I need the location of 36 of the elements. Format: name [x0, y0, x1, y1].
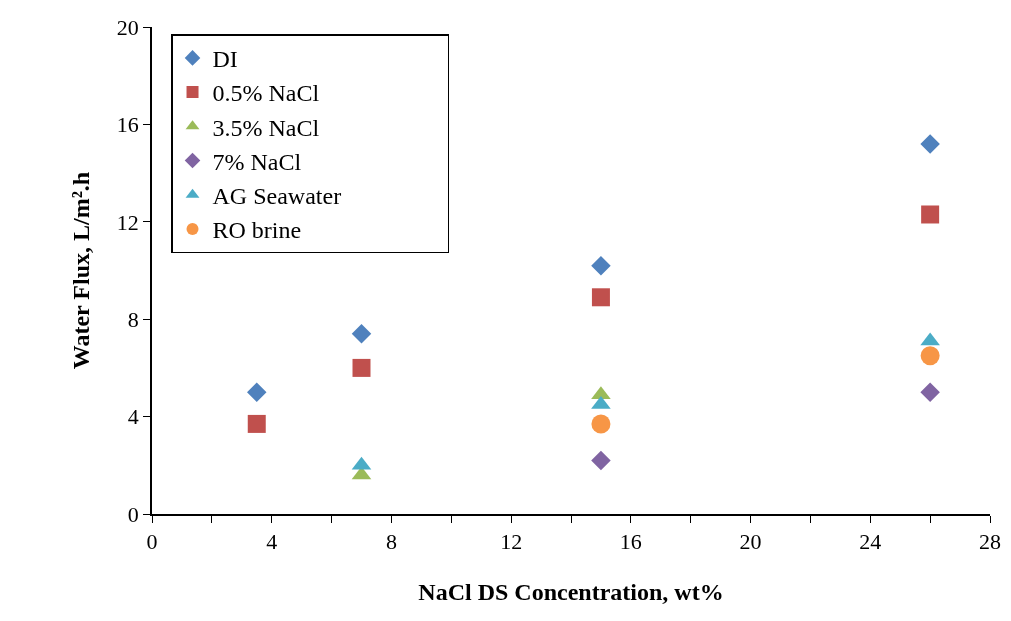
point: [591, 450, 611, 471]
x-tick-label: 0: [146, 529, 158, 555]
point: [591, 288, 610, 307]
point: [920, 346, 940, 366]
point: [591, 395, 611, 409]
point: [591, 414, 611, 434]
y-tick-label: 8: [127, 306, 139, 332]
legend-label: 0.5% NaCl: [212, 80, 320, 107]
y-tick-label: 4: [127, 404, 139, 430]
x-tick-label: 12: [500, 529, 523, 555]
x-tick-label: 24: [859, 529, 882, 555]
y-axis-title: Water Flux, L/m².h: [68, 171, 95, 370]
point: [920, 382, 940, 402]
x-tick-label: 16: [619, 529, 642, 555]
x-tick-label: 28: [979, 529, 1001, 555]
legend-label: DI: [212, 46, 238, 73]
legend-label: 7% NaCl: [212, 148, 302, 175]
y-tick-label: 16: [116, 112, 139, 138]
legend-label: 3.5% NaCl: [212, 114, 320, 141]
point: [920, 332, 940, 346]
point: [352, 358, 371, 377]
y-tick-label: 12: [116, 209, 139, 235]
x-tick-label: 20: [739, 529, 762, 555]
point: [921, 205, 940, 224]
legend-label: AG Seawater: [212, 183, 342, 210]
y-tick-label: 0: [127, 501, 139, 527]
point: [247, 414, 266, 433]
point: [247, 382, 267, 402]
x-tick-label: 4: [266, 529, 278, 555]
y-tick-label: 20: [116, 14, 139, 40]
x-tick-label: 8: [385, 529, 397, 555]
point: [591, 255, 611, 276]
point: [920, 134, 940, 154]
x-axis-title: NaCl DS Concentration, wt%: [418, 578, 724, 605]
legend-label: RO brine: [212, 217, 302, 244]
point: [351, 324, 372, 344]
